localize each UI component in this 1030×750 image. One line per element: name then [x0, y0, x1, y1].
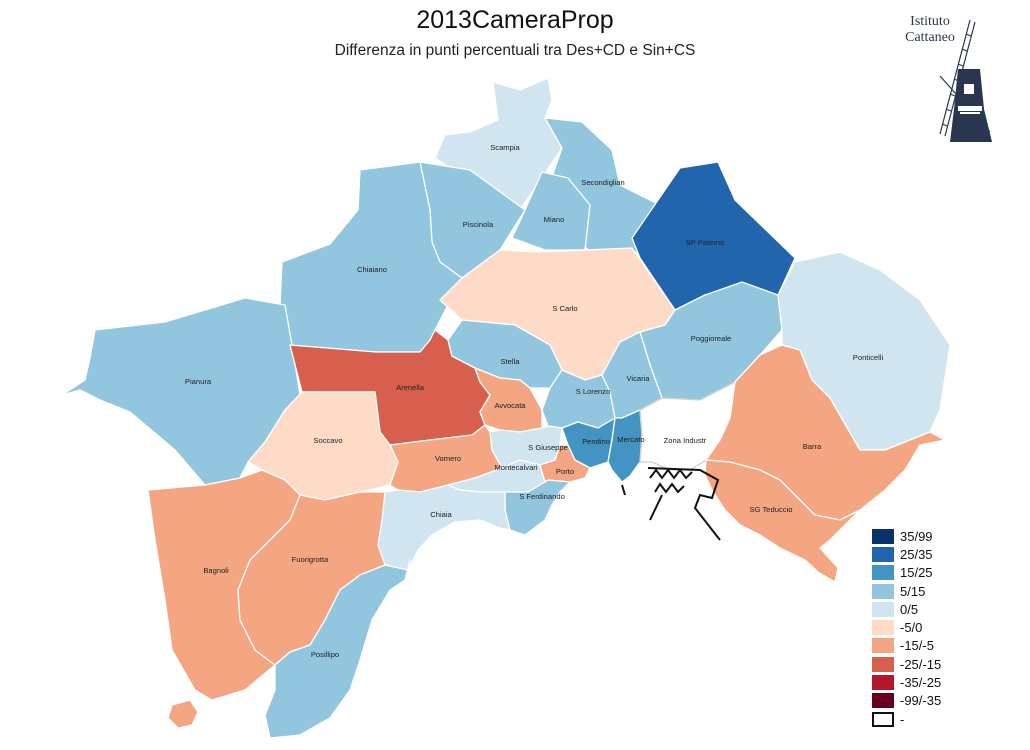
zone-mercato[interactable] [607, 409, 643, 483]
legend-swatch [872, 656, 894, 672]
zone-label-arenella: Arenella [396, 383, 425, 392]
legend-item: 35/99 [872, 527, 972, 545]
zone-label-s-giuseppe: S Giuseppe [528, 443, 568, 452]
logo-text: Istituto Cattaneo [880, 14, 980, 46]
legend-label: -99/-35 [900, 693, 942, 709]
zone-label-soccavo: Soccavo [313, 436, 342, 445]
legend-label: 25/35 [900, 546, 933, 562]
zone-label-zona-industr: Zona Industr [664, 436, 707, 445]
zone-label-barra: Barra [803, 442, 822, 451]
legend-label: 0/5 [900, 601, 919, 617]
logo-line-2: Cattaneo [905, 30, 955, 45]
legend-item: 15/25 [872, 564, 972, 582]
map-subtitle: Differenza in punti percentuali tra Des+… [334, 42, 696, 59]
legend-label: 15/25 [900, 565, 933, 581]
legend-item: -99/-35 [872, 692, 972, 710]
zone-label-miano: Miano [544, 215, 565, 224]
legend-label: 5/15 [900, 583, 926, 599]
zone-label-vicaria: Vicaria [626, 374, 650, 383]
port-piers [621, 467, 721, 541]
zone-label-sg-teduccio: SG Teduccio [750, 505, 793, 514]
legend-item: 0/5 [872, 600, 972, 618]
zone-label-chiaiano: Chiaiano [357, 265, 387, 274]
nisida-islet [167, 699, 199, 729]
zone-label-chiaia: Chiaia [430, 510, 452, 519]
zone-miano[interactable] [511, 171, 591, 251]
zone-label-montecalvari: Montecalvari [494, 463, 537, 472]
zone-label-stella: Stella [501, 357, 521, 366]
legend-swatch [872, 565, 894, 581]
legend-label: -15/-5 [900, 638, 934, 654]
map-title: 2013CameraProp [416, 6, 614, 34]
zone-label-bagnoli: Bagnoli [203, 566, 229, 575]
zone-label-porto: Porto [556, 467, 574, 476]
legend-swatch [872, 528, 894, 544]
zone-sg-teduccio[interactable] [704, 459, 861, 583]
zone-label-s-lorenzo: S Lorenzo [576, 387, 611, 396]
istituto-cattaneo-logo: Istituto Cattaneo [880, 14, 995, 149]
legend-label: 35/99 [900, 528, 933, 544]
zone-chiaia[interactable] [377, 484, 511, 571]
legend-item: -25/-15 [872, 655, 972, 673]
windmill-icon [939, 19, 992, 142]
legend-item: -15/-5 [872, 637, 972, 655]
legend-item: 25/35 [872, 545, 972, 563]
zone-label-avvocata: Avvocata [494, 401, 526, 410]
zone-label-pianura: Pianura [185, 377, 212, 386]
zone-label-vomero: Vomero [435, 454, 461, 463]
map-legend: 35/99 25/35 15/25 5/15 0/5 -5/0 -15/-5 -25/-15 -… [872, 527, 972, 728]
zone-label-poggioreale: Poggioreale [691, 334, 732, 343]
zone-label-sp-paterno: SP Paterno [686, 238, 725, 247]
legend-item: - [872, 710, 972, 728]
legend-label: - [900, 711, 905, 727]
legend-swatch [872, 711, 894, 727]
zone-label-fuorigrotta: Fuorigrotta [292, 555, 329, 564]
zone-label-piscinola: Piscinola [463, 220, 494, 229]
legend-swatch [872, 601, 894, 617]
legend-item: 5/15 [872, 582, 972, 600]
zone-label-scampia: Scampia [490, 143, 520, 152]
legend-item: -35/-25 [872, 673, 972, 691]
zone-label-pendino: Pendino [582, 437, 610, 446]
zone-label-s-ferdinando: S Ferdinando [519, 492, 565, 501]
legend-swatch [872, 620, 894, 636]
legend-swatch [872, 583, 894, 599]
zone-label-posillipo: Posillipo [311, 650, 339, 659]
zone-posillipo[interactable] [264, 559, 411, 739]
legend-label: -5/0 [900, 620, 923, 636]
legend-swatch [872, 546, 894, 562]
legend-swatch [872, 693, 894, 709]
zone-label-s-carlo: S Carlo [552, 304, 577, 313]
legend-item: -5/0 [872, 618, 972, 636]
legend-label: -35/-25 [900, 675, 942, 691]
zone-label-secondiglian: Secondiglian [581, 178, 625, 187]
logo-line-1: Istituto [910, 14, 950, 29]
zone-label-mercato: Mercato [617, 435, 644, 444]
legend-swatch [872, 638, 894, 654]
legend-swatch [872, 675, 894, 691]
legend-label: -25/-15 [900, 656, 942, 672]
zone-label-ponticelli: Ponticelli [853, 353, 884, 362]
